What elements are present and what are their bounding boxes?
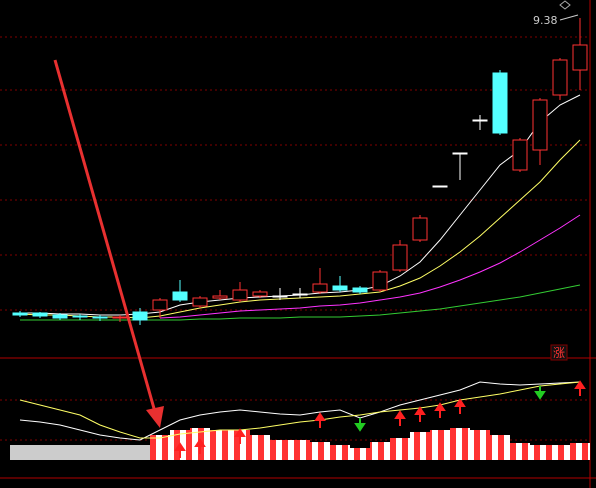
indicator-bar	[150, 435, 170, 460]
indicator-bar	[310, 442, 330, 460]
indicator-bar	[130, 445, 150, 460]
candle-body	[12, 312, 28, 316]
indicator-bar	[390, 438, 410, 460]
candle-body	[512, 139, 528, 171]
candle-body	[352, 287, 368, 293]
candle-body	[52, 314, 68, 319]
line	[159, 214, 581, 319]
indicator-bar	[250, 435, 270, 460]
indicator-bar	[410, 432, 430, 460]
indicator-bar	[10, 445, 30, 460]
indicator-bar	[430, 430, 450, 460]
label-box	[550, 344, 568, 361]
candle-body	[552, 59, 568, 96]
candle-body	[232, 289, 248, 301]
candle-body	[92, 316, 108, 319]
indicator-bar	[50, 445, 70, 460]
indicator-bar	[370, 442, 390, 460]
candle-body	[32, 312, 48, 317]
indicator-bar	[470, 430, 490, 460]
candle-body	[472, 119, 488, 122]
candle-body	[412, 217, 428, 241]
candle-body	[452, 152, 468, 155]
indicator-bar	[270, 440, 290, 460]
high-pointer	[559, 14, 579, 21]
indicator-bar	[330, 445, 350, 460]
corner-icon	[559, 0, 571, 10]
candle-body	[312, 283, 328, 293]
indicator-bar	[490, 435, 510, 460]
candle-body	[112, 316, 128, 319]
candle-body	[532, 99, 548, 151]
pointer-arrow	[53, 59, 164, 428]
line	[19, 381, 581, 441]
line	[20, 284, 581, 321]
candle-body	[292, 293, 308, 296]
candle-body	[332, 285, 348, 291]
indicator-bar	[350, 448, 370, 460]
indicator-bar	[70, 445, 90, 460]
candle-body	[192, 297, 208, 307]
candle-body	[152, 299, 168, 311]
line	[19, 381, 581, 439]
indicator-bar	[510, 443, 530, 460]
candle-body	[432, 185, 448, 188]
indicator-bar	[230, 430, 250, 460]
high-price-label: 9.38	[533, 14, 558, 27]
indicator-panel	[10, 381, 590, 460]
candle-body	[72, 315, 88, 318]
candle-body	[492, 72, 508, 134]
candle-body	[172, 291, 188, 301]
candle-body	[272, 295, 288, 298]
indicator-bar	[210, 430, 230, 460]
indicator-bar	[30, 445, 50, 460]
candle-body	[372, 271, 388, 291]
candle-body	[212, 295, 228, 299]
indicator-bar	[290, 440, 310, 460]
candle-body	[252, 291, 268, 297]
indicator-bar	[530, 445, 550, 460]
main-panel	[12, 18, 588, 325]
indicator-bar	[450, 428, 470, 460]
indicator-label: 涨	[553, 345, 565, 360]
candle-body	[572, 44, 588, 71]
indicator-bar	[110, 445, 130, 460]
candle-body	[392, 244, 408, 271]
signal-arrows	[174, 380, 586, 458]
indicator-bar	[570, 443, 590, 460]
indicator-bar	[90, 445, 110, 460]
candle-body	[132, 311, 148, 321]
indicator-bar	[550, 445, 570, 460]
